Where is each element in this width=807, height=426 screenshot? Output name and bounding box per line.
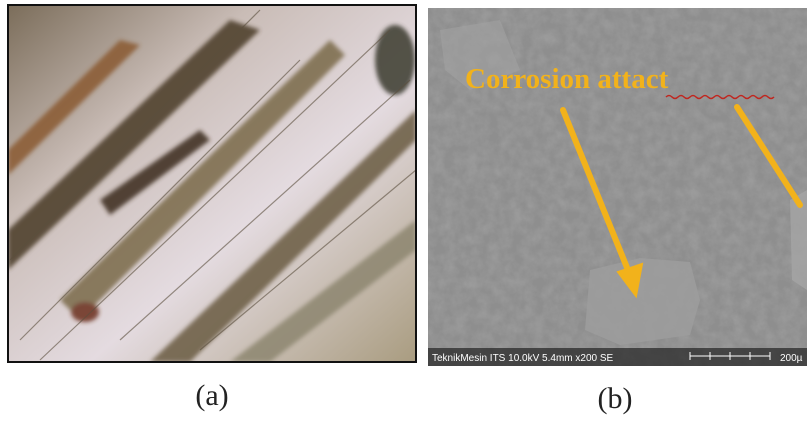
annotation: Corrosion attact [465, 63, 669, 95]
figure: Corrosion attact TeknikMesin ITS 10.0kV … [0, 0, 807, 426]
scale-bar-label: 200µ [780, 353, 803, 364]
page: {"panels": [ {"label": "(a)"}, {"label":… [0, 0, 807, 426]
info-bar: TeknikMesin ITS 10.0kV 5.4mm x200 SE [432, 353, 614, 364]
panel-label: (a) [195, 379, 228, 412]
panel-label: (b) [598, 382, 633, 415]
sem-micrograph: Corrosion attact TeknikMesin ITS 10.0kV … [428, 8, 807, 366]
optical-micrograph [8, 5, 416, 362]
